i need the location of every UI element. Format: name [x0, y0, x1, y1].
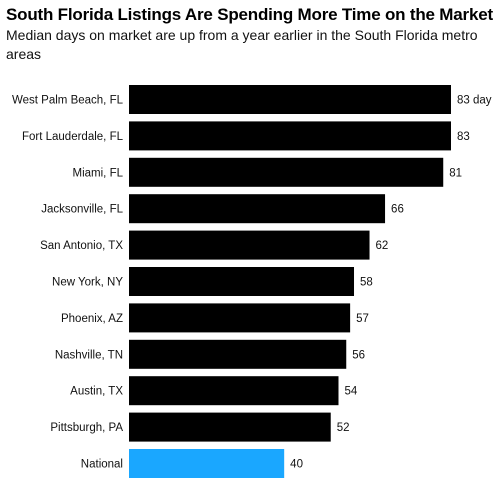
category-label: Pittsburgh, PA	[50, 422, 123, 434]
value-label: 81	[449, 167, 462, 179]
chart-title: South Florida Listings Are Spending More…	[6, 5, 493, 24]
category-label: Phoenix, AZ	[61, 313, 123, 325]
bar-phoenix-az	[129, 303, 351, 333]
bar-austin-tx	[129, 376, 339, 406]
bar-west-palm-beach-fl	[129, 85, 451, 114]
bar-pittsburgh-pa	[129, 412, 331, 442]
value-label: 62	[376, 240, 389, 252]
bar-jacksonville-fl	[129, 194, 386, 224]
value-label: 40	[290, 459, 303, 471]
chart-subtitle: Median days on market are up from a year…	[6, 27, 478, 62]
bar-new-york-ny	[129, 267, 355, 296]
category-label: New York, NY	[52, 277, 123, 289]
category-label: Fort Lauderdale, FL	[22, 131, 124, 143]
category-label: Austin, TX	[70, 386, 123, 398]
bar-nashville-tn	[129, 339, 347, 369]
bar-fort-lauderdale-fl	[129, 121, 451, 151]
value-label: 54	[344, 386, 357, 398]
value-label: 83	[457, 131, 470, 143]
category-label: West Palm Beach, FL	[12, 95, 124, 107]
value-label: 66	[391, 204, 404, 216]
value-label: 57	[356, 313, 369, 325]
category-label: Nashville, TN	[55, 349, 123, 361]
bar-miami-fl	[129, 157, 444, 187]
category-label: San Antonio, TX	[40, 240, 123, 252]
category-label: Miami, FL	[73, 167, 124, 179]
category-label: Jacksonville, FL	[41, 204, 123, 216]
bar-san-antonio-tx	[129, 230, 370, 260]
value-label: 52	[337, 422, 350, 434]
value-label: 56	[352, 349, 365, 361]
value-label: 58	[360, 277, 373, 289]
bar-national	[129, 449, 285, 478]
category-label: National	[81, 459, 123, 471]
value-label: 83 day	[457, 95, 492, 107]
